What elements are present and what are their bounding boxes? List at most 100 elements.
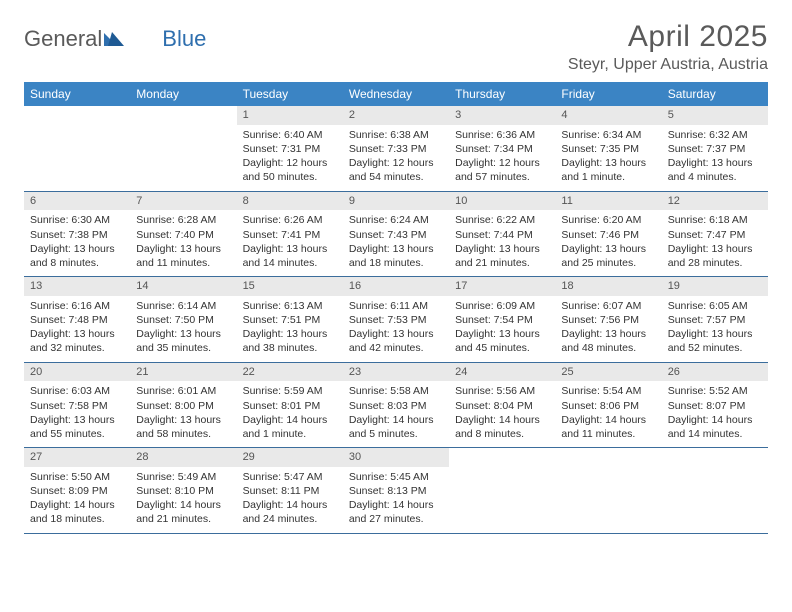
sunset-text: Sunset: 8:13 PM [349,484,443,498]
sunset-text: Sunset: 7:58 PM [30,399,124,413]
day-cell: 3Sunrise: 6:36 AMSunset: 7:34 PMDaylight… [449,106,555,191]
day-cell: 23Sunrise: 5:58 AMSunset: 8:03 PMDayligh… [343,363,449,448]
daylight-text: Daylight: 13 hours and 11 minutes. [136,242,230,270]
sunset-text: Sunset: 7:41 PM [243,228,337,242]
day-cell: 13Sunrise: 6:16 AMSunset: 7:48 PMDayligh… [24,277,130,362]
sunset-text: Sunset: 7:51 PM [243,313,337,327]
daylight-text: Daylight: 14 hours and 27 minutes. [349,498,443,526]
logo-text-2: Blue [162,26,206,52]
daylight-text: Daylight: 13 hours and 21 minutes. [455,242,549,270]
day-number: 29 [237,448,343,467]
day-body: Sunrise: 6:03 AMSunset: 7:58 PMDaylight:… [24,381,130,447]
week-row: 27Sunrise: 5:50 AMSunset: 8:09 PMDayligh… [24,448,768,534]
sunrise-text: Sunrise: 5:52 AM [668,384,762,398]
day-number: 11 [555,192,661,211]
week-row: 6 Sunrise: 6:30 AMSunset: 7:38 PM Daylight… [24,192,768,278]
sunrise-text: Sunrise: 6:01 AM [136,384,230,398]
weekday-label: Friday [555,82,661,106]
sunrise-text: Sunrise: 6:07 AM [561,299,655,313]
day-cell: 22Sunrise: 5:59 AMSunset: 8:01 PMDayligh… [237,363,343,448]
sunrise-text: Sunrise: 6:24 AM [349,213,443,227]
sunset-text: Sunset: 7:46 PM [561,228,655,242]
daylight-text: Daylight: 14 hours and 14 minutes. [668,413,762,441]
day-number: 27 [24,448,130,467]
day-body: Sunrise: 5:45 AMSunset: 8:13 PMDaylight:… [343,467,449,533]
daylight-text: Daylight: 13 hours and 52 minutes. [668,327,762,355]
day-number: 14 [130,277,236,296]
empty-day-cell: . [662,448,768,533]
sunrise-text: Sunrise: 5:54 AM [561,384,655,398]
day-number: 30 [343,448,449,467]
day-number: 15 [237,277,343,296]
sunset-text: Sunset: 7:37 PM [668,142,762,156]
sunrise-text: Sunrise: 5:56 AM [455,384,549,398]
sunrise-text: Sunrise: 6:14 AM [136,299,230,313]
daylight-text: Daylight: 13 hours and 1 minute. [561,156,655,184]
day-cell: 20Sunrise: 6:03 AMSunset: 7:58 PMDayligh… [24,363,130,448]
logo-text-1: General [24,26,102,52]
daylight-text: Daylight: 13 hours and 42 minutes. [349,327,443,355]
daylight-text: Daylight: 13 hours and 28 minutes. [668,242,762,270]
sunset-text: Sunset: 7:31 PM [243,142,337,156]
sunset-text: Sunset: 7:34 PM [455,142,549,156]
daylight-text: Daylight: 13 hours and 35 minutes. [136,327,230,355]
daylight-text: Daylight: 14 hours and 8 minutes. [455,413,549,441]
empty-day-cell: . [24,106,130,191]
day-body: Sunrise: 5:58 AMSunset: 8:03 PMDaylight:… [343,381,449,447]
daylight-text: Daylight: 13 hours and 38 minutes. [243,327,337,355]
calendar-page: General Blue April 2025 Steyr, Upper Aus… [0,0,792,554]
day-body: Sunrise: 6:22 AMSunset: 7:44 PMDaylight:… [449,210,555,276]
sunrise-text: Sunrise: 5:50 AM [30,470,124,484]
daylight-text: Daylight: 13 hours and 18 minutes. [349,242,443,270]
sunrise-text: Sunrise: 5:49 AM [136,470,230,484]
day-number: 26 [662,363,768,382]
day-cell: 27Sunrise: 5:50 AMSunset: 8:09 PMDayligh… [24,448,130,533]
weekday-label: Saturday [662,82,768,106]
day-number: 2 [343,106,449,125]
day-cell: 29Sunrise: 5:47 AMSunset: 8:11 PMDayligh… [237,448,343,533]
day-cell: 6Sunrise: 6:30 AMSunset: 7:38 PMDaylight… [24,192,130,277]
sunrise-text: Sunrise: 6:20 AM [561,213,655,227]
sunrise-text: Sunrise: 6:30 AM [30,213,124,227]
sunset-text: Sunset: 8:11 PM [243,484,337,498]
sunrise-text: Sunrise: 6:03 AM [30,384,124,398]
day-body: Sunrise: 6:16 AMSunset: 7:48 PMDaylight:… [24,296,130,362]
sunset-text: Sunset: 8:09 PM [30,484,124,498]
day-number: 19 [662,277,768,296]
daylight-text: Daylight: 13 hours and 4 minutes. [668,156,762,184]
logo: General Blue [24,26,206,52]
day-cell: 26Sunrise: 5:52 AMSunset: 8:07 PMDayligh… [662,363,768,448]
day-cell: 5Sunrise: 6:32 AMSunset: 7:37 PMDaylight… [662,106,768,191]
sunset-text: Sunset: 8:07 PM [668,399,762,413]
day-body: Sunrise: 5:52 AMSunset: 8:07 PMDaylight:… [662,381,768,447]
day-body: Sunrise: 5:50 AMSunset: 8:09 PMDaylight:… [24,467,130,533]
day-body: Sunrise: 6:28 AMSunset: 7:40 PMDaylight:… [130,210,236,276]
daylight-text: Daylight: 14 hours and 11 minutes. [561,413,655,441]
day-body: Sunrise: 5:54 AMSunset: 8:06 PMDaylight:… [555,381,661,447]
day-body: Sunrise: 6:26 AMSunset: 7:41 PMDaylight:… [237,210,343,276]
day-body: Sunrise: 6:24 AMSunset: 7:43 PMDaylight:… [343,210,449,276]
sunrise-text: Sunrise: 6:22 AM [455,213,549,227]
sunrise-text: Sunrise: 6:26 AM [243,213,337,227]
day-cell: 12Sunrise: 6:18 AMSunset: 7:47 PMDayligh… [662,192,768,277]
sunrise-text: Sunrise: 6:09 AM [455,299,549,313]
sunrise-text: Sunrise: 6:11 AM [349,299,443,313]
day-number: 28 [130,448,236,467]
day-number: 18 [555,277,661,296]
day-number: 21 [130,363,236,382]
daylight-text: Daylight: 13 hours and 25 minutes. [561,242,655,270]
weekday-label: Monday [130,82,236,106]
day-body: Sunrise: 6:36 AMSunset: 7:34 PMDaylight:… [449,125,555,191]
sunset-text: Sunset: 7:38 PM [30,228,124,242]
day-number: 4 [555,106,661,125]
day-number: 6 [24,192,130,211]
sunrise-text: Sunrise: 5:47 AM [243,470,337,484]
day-number: 9 [343,192,449,211]
daylight-text: Daylight: 13 hours and 14 minutes. [243,242,337,270]
day-cell: 11 Sunrise: 6:20 AMSunset: 7:46 PMDayligh… [555,192,661,277]
sunset-text: Sunset: 7:56 PM [561,313,655,327]
sunrise-text: Sunrise: 5:59 AM [243,384,337,398]
sunset-text: Sunset: 7:57 PM [668,313,762,327]
day-number: 1 [237,106,343,125]
day-body: Sunrise: 5:47 AMSunset: 8:11 PMDaylight:… [237,467,343,533]
